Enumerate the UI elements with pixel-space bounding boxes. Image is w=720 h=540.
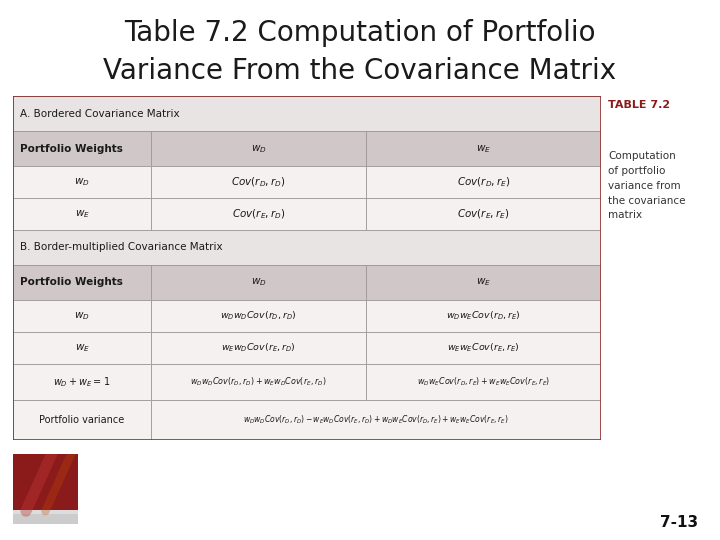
Bar xyxy=(13,131,151,166)
Bar xyxy=(13,96,601,131)
Bar xyxy=(151,363,366,400)
Text: Portfolio Weights: Portfolio Weights xyxy=(20,144,123,154)
Text: $w_E$: $w_E$ xyxy=(75,342,89,354)
Text: $Cov(r_E, r_E)$: $Cov(r_E, r_E)$ xyxy=(457,207,510,221)
Text: $w_D$: $w_D$ xyxy=(251,143,266,154)
Bar xyxy=(13,230,601,265)
Bar xyxy=(366,198,601,230)
Text: TABLE 7.2: TABLE 7.2 xyxy=(608,99,670,110)
Text: $w_D$: $w_D$ xyxy=(251,276,266,288)
Bar xyxy=(366,166,601,198)
Bar xyxy=(151,131,366,166)
Text: $w_E$: $w_E$ xyxy=(75,208,89,220)
Text: Computation
of portfolio
variance from
the covariance
matrix: Computation of portfolio variance from t… xyxy=(608,151,686,220)
Bar xyxy=(13,400,151,440)
Text: Portfolio variance: Portfolio variance xyxy=(40,415,125,425)
Text: 7-13: 7-13 xyxy=(660,515,698,530)
Text: $w_D$: $w_D$ xyxy=(74,176,90,188)
Text: $w_Dw_ECov(r_D, r_E)$: $w_Dw_ECov(r_D, r_E)$ xyxy=(446,309,521,322)
Bar xyxy=(151,300,366,332)
Bar xyxy=(13,510,78,514)
Bar xyxy=(366,131,601,166)
Text: $w_E$: $w_E$ xyxy=(476,143,491,154)
Bar xyxy=(13,198,151,230)
Bar xyxy=(13,454,78,511)
Text: $w_E$: $w_E$ xyxy=(476,276,491,288)
Text: $Cov(r_E, r_D)$: $Cov(r_E, r_D)$ xyxy=(232,207,285,221)
Text: $w_Dw_DCov(r_D,r_D)-w_Ew_DCov(r_E,r_D)+w_Dw_ECov(r_D,r_E)+w_Ew_ECov(r_E,r_E)$: $w_Dw_DCov(r_D,r_D)-w_Ew_DCov(r_E,r_D)+w… xyxy=(243,414,509,427)
Text: $w_D$: $w_D$ xyxy=(74,310,90,322)
Bar xyxy=(366,363,601,400)
Text: $w_Dw_DCov(r_D,r_D)+w_Ew_DCov(r_E,r_D)$: $w_Dw_DCov(r_D,r_D)+w_Ew_DCov(r_E,r_D)$ xyxy=(190,376,327,388)
Text: Portfolio Weights: Portfolio Weights xyxy=(20,278,123,287)
Text: $w_D + w_E = 1$: $w_D + w_E = 1$ xyxy=(53,375,111,389)
Text: A. Bordered Covariance Matrix: A. Bordered Covariance Matrix xyxy=(20,109,180,119)
Bar xyxy=(366,300,601,332)
Text: $Cov(r_D, r_D)$: $Cov(r_D, r_D)$ xyxy=(231,176,286,189)
Text: $w_Ew_DCov(r_E, r_D)$: $w_Ew_DCov(r_E, r_D)$ xyxy=(221,341,296,354)
Bar xyxy=(151,166,366,198)
Bar xyxy=(13,300,151,332)
Bar xyxy=(13,514,78,524)
Text: $Cov(r_D, r_E)$: $Cov(r_D, r_E)$ xyxy=(456,176,510,189)
Bar xyxy=(151,400,601,440)
Bar xyxy=(13,265,151,300)
Text: Table 7.2 Computation of Portfolio: Table 7.2 Computation of Portfolio xyxy=(125,19,595,47)
Text: $w_Dw_ECov(r_D,r_E)+w_Ew_ECov(r_E,r_E)$: $w_Dw_ECov(r_D,r_E)+w_Ew_ECov(r_E,r_E)$ xyxy=(417,376,550,388)
Bar xyxy=(366,265,601,300)
Bar xyxy=(151,265,366,300)
Text: $w_Ew_ECov(r_E, r_E)$: $w_Ew_ECov(r_E, r_E)$ xyxy=(447,341,520,354)
Bar xyxy=(151,198,366,230)
Text: B. Border-multiplied Covariance Matrix: B. Border-multiplied Covariance Matrix xyxy=(20,242,222,252)
Text: $w_Dw_DCov(r_D, r_D)$: $w_Dw_DCov(r_D, r_D)$ xyxy=(220,309,297,322)
Bar xyxy=(151,332,366,363)
Text: Variance From the Covariance Matrix: Variance From the Covariance Matrix xyxy=(104,57,616,85)
Bar xyxy=(13,166,151,198)
Bar xyxy=(13,332,151,363)
Bar xyxy=(366,332,601,363)
Bar xyxy=(13,363,151,400)
